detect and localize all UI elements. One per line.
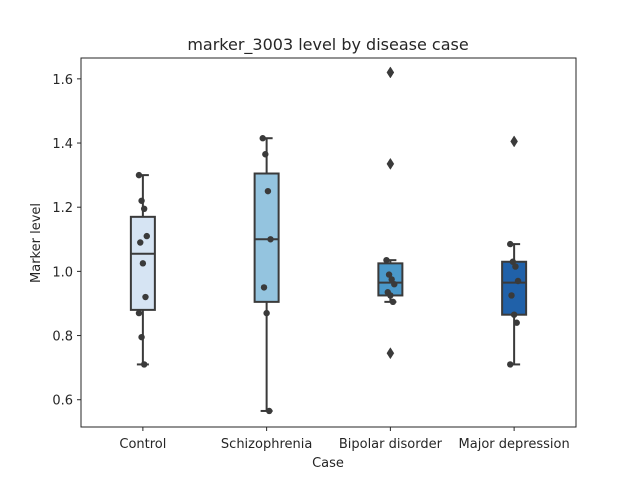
data-point: [140, 205, 148, 213]
y-tick-label: 1.4: [52, 137, 73, 152]
y-axis-label: Marker level: [29, 203, 44, 283]
data-point: [507, 240, 514, 248]
x-axis-label: Case: [312, 456, 344, 471]
points-layer: [135, 135, 522, 415]
data-point: [267, 236, 274, 243]
data-point: [139, 260, 147, 267]
plot-area-frame: [80, 57, 577, 428]
data-point: [385, 271, 393, 278]
data-point: [142, 293, 149, 301]
data-point: [387, 292, 394, 299]
data-point: [508, 292, 515, 299]
data-point: [264, 187, 272, 195]
data-point: [514, 277, 522, 285]
data-point: [260, 284, 268, 291]
data-point: [262, 151, 269, 158]
outlier-marker: [386, 66, 395, 79]
chart-title: marker_3003 level by disease case: [187, 35, 468, 55]
data-point: [135, 171, 143, 179]
data-point: [263, 309, 270, 317]
data-point: [388, 276, 395, 283]
x-tick-label: Schizophrenia: [221, 437, 312, 452]
data-point: [143, 232, 150, 240]
box-2: [377, 66, 404, 360]
data-point: [512, 263, 519, 270]
x-tick-label: Bipolar disorder: [339, 437, 443, 452]
data-point: [140, 361, 148, 368]
y-tick-label: 1.6: [52, 73, 73, 88]
data-point: [259, 135, 266, 142]
y-axis: 0.6 0.8 1.0 1.2 1.4 1.6: [52, 73, 81, 409]
outlier-marker: [386, 347, 395, 360]
y-tick-label: 0.8: [52, 330, 73, 345]
data-point: [391, 281, 398, 288]
x-tick-label: Control: [119, 437, 166, 452]
data-point: [383, 256, 390, 264]
boxes-layer: [129, 66, 528, 412]
data-point: [510, 311, 518, 318]
data-point: [513, 319, 520, 326]
box-body: [501, 260, 528, 316]
data-point: [507, 361, 514, 368]
outlier-marker: [386, 157, 395, 170]
data-point: [135, 309, 143, 317]
y-tick-label: 1.2: [52, 201, 73, 216]
data-point: [389, 298, 397, 306]
data-point: [138, 333, 145, 341]
data-point: [137, 239, 144, 246]
outlier-marker: [510, 135, 518, 148]
data-point: [266, 407, 273, 415]
y-tick-label: 0.6: [52, 394, 73, 409]
data-point: [509, 258, 517, 265]
box-body: [253, 172, 280, 303]
y-tick-label: 1.0: [52, 265, 73, 280]
data-point: [138, 197, 145, 204]
box-3: [501, 135, 528, 366]
box-1: [253, 137, 280, 412]
x-axis: Control Schizophrenia Bipolar disorder Majo…: [119, 427, 570, 452]
x-tick-label: Major depression: [459, 437, 570, 452]
